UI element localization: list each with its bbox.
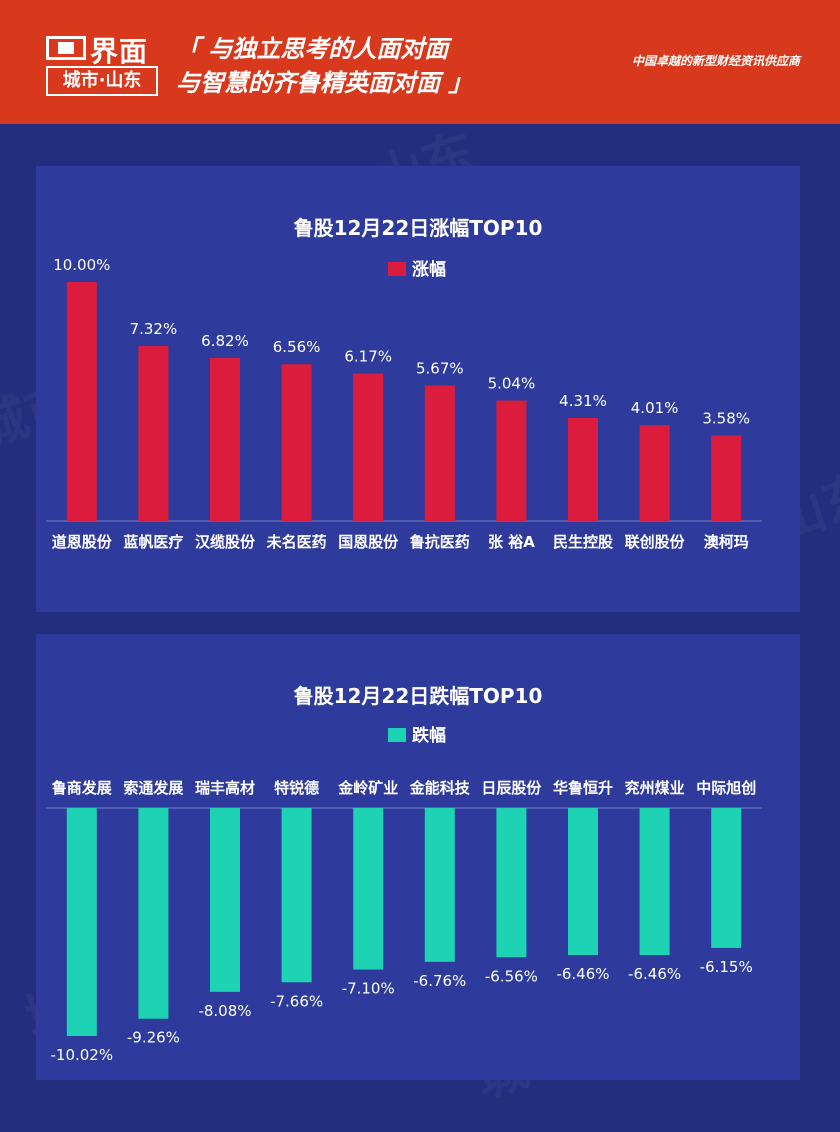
loss-legend: 跌幅	[388, 726, 446, 746]
loss-data-label: -6.46%	[628, 965, 681, 983]
loss-bar	[210, 808, 240, 992]
loss-category-label: 瑞丰高材	[195, 779, 255, 797]
loss-data-label: -6.56%	[485, 967, 538, 985]
gain-category-label: 澳柯玛	[704, 533, 749, 551]
gain-legend: 涨幅	[388, 260, 446, 280]
gain-bar	[353, 373, 384, 521]
loss-legend-label: 跌幅	[412, 726, 446, 746]
loss-category-label: 兖州煤业	[625, 779, 685, 797]
gain-category-label: 未名医药	[266, 533, 327, 551]
loss-data-label: -6.46%	[556, 965, 609, 983]
gain-category-label: 张 裕A	[488, 533, 535, 551]
jiemian-logo: 界面 城市·山东	[44, 32, 162, 96]
loss-data-label: -7.66%	[270, 992, 323, 1010]
gain-category-label: 道恩股份	[52, 533, 113, 551]
loss-legend-swatch	[388, 728, 406, 742]
slogan-line-1: 「 与独立思考的人面对面	[176, 35, 449, 63]
gain-data-label: 7.32%	[130, 320, 178, 338]
gain-data-label: 5.04%	[488, 375, 536, 393]
gain-bar	[639, 425, 670, 521]
loss-data-label: -6.15%	[700, 958, 753, 976]
gain-bar	[424, 385, 455, 521]
loss-bar	[138, 808, 169, 1019]
header-banner: 界面 城市·山东 「 与独立思考的人面对面 与智慧的齐鲁精英面对面 」 中国卓越…	[0, 0, 840, 124]
gain-data-label: 6.82%	[201, 332, 249, 350]
loss-chart-title: 鲁股12月22日跌幅TOP10	[293, 684, 543, 708]
gain-legend-swatch	[388, 262, 406, 276]
gain-bar-chart: 10.00% 道恩股份 7.32% 蓝帆医疗 6.82% 汉缆股份 6.56% 未名医药 6.1…	[46, 256, 762, 551]
logo-top: 界面	[44, 32, 162, 68]
gain-data-label: 4.31%	[559, 392, 607, 410]
gain-data-label: 10.00%	[53, 256, 110, 274]
loss-category-label: 索通发展	[123, 779, 183, 797]
gain-category-label: 汉缆股份	[195, 533, 256, 551]
loss-data-label: -7.10%	[342, 980, 395, 998]
loss-chart-panel: 鲁股12月22日跌幅TOP10 跌幅 -10.02% 鲁商发展 -9.26% 索通发展…	[36, 634, 800, 1080]
loss-bar	[639, 808, 670, 955]
loss-category-label: 鲁商发展	[52, 779, 112, 797]
loss-category-label: 中际旭创	[696, 779, 756, 797]
logo-subtitle: 城市·山东	[46, 66, 158, 96]
loss-data-label: -8.08%	[198, 1002, 251, 1020]
slogan-line-2: 与智慧的齐鲁精英面对面 」	[176, 69, 473, 97]
loss-bar	[711, 808, 742, 948]
loss-bar	[568, 808, 598, 955]
gain-bar	[568, 417, 598, 521]
tagline: 中国卓越的新型财经资讯供应商	[631, 54, 800, 68]
loss-bar	[424, 808, 455, 962]
gain-bar	[66, 282, 97, 521]
gain-category-label: 民生控股	[553, 533, 614, 551]
gain-bar	[138, 346, 169, 521]
gain-data-label: 6.17%	[344, 348, 392, 366]
loss-category-label: 特锐德	[274, 779, 319, 797]
loss-category-label: 金能科技	[409, 779, 471, 797]
gain-chart-title: 鲁股12月22日涨幅TOP10	[293, 216, 543, 240]
gain-bar	[496, 400, 527, 521]
loss-data-label: -9.26%	[127, 1029, 180, 1047]
logo-name: 界面	[90, 35, 149, 68]
gain-category-label: 联创股份	[625, 533, 686, 551]
gain-data-label: 6.56%	[273, 338, 321, 356]
gain-bar	[281, 364, 312, 521]
loss-bar	[353, 808, 384, 970]
loss-category-label: 金岭矿业	[337, 779, 398, 797]
gain-chart-panel: 鲁股12月22日涨幅TOP10 涨幅 10.00% 道恩股份 7.32% 蓝帆医疗 6.…	[36, 166, 800, 612]
logo-frame-icon	[46, 36, 86, 60]
gain-category-label: 蓝帆医疗	[123, 533, 183, 551]
gain-data-label: 4.01%	[631, 399, 679, 417]
gain-data-label: 5.67%	[416, 359, 464, 377]
gain-category-label: 鲁抗医药	[410, 533, 470, 551]
slogan: 「 与独立思考的人面对面 与智慧的齐鲁精英面对面 」	[176, 32, 472, 100]
gain-category-label: 国恩股份	[338, 533, 399, 551]
loss-bar	[496, 808, 527, 958]
gain-data-label: 3.58%	[702, 409, 750, 427]
loss-bar	[66, 808, 97, 1036]
loss-data-label: -10.02%	[50, 1046, 113, 1064]
loss-bar-chart: -10.02% 鲁商发展 -9.26% 索通发展 -8.08% 瑞丰高材 -7.66% 特锐德…	[46, 779, 762, 1064]
gain-bar	[711, 435, 742, 521]
loss-data-label: -6.76%	[413, 972, 466, 990]
gain-bar	[210, 358, 240, 521]
loss-bar	[281, 808, 312, 983]
loss-category-label: 日辰股份	[481, 779, 542, 797]
gain-legend-label: 涨幅	[412, 260, 446, 280]
loss-category-label: 华鲁恒升	[553, 779, 613, 797]
